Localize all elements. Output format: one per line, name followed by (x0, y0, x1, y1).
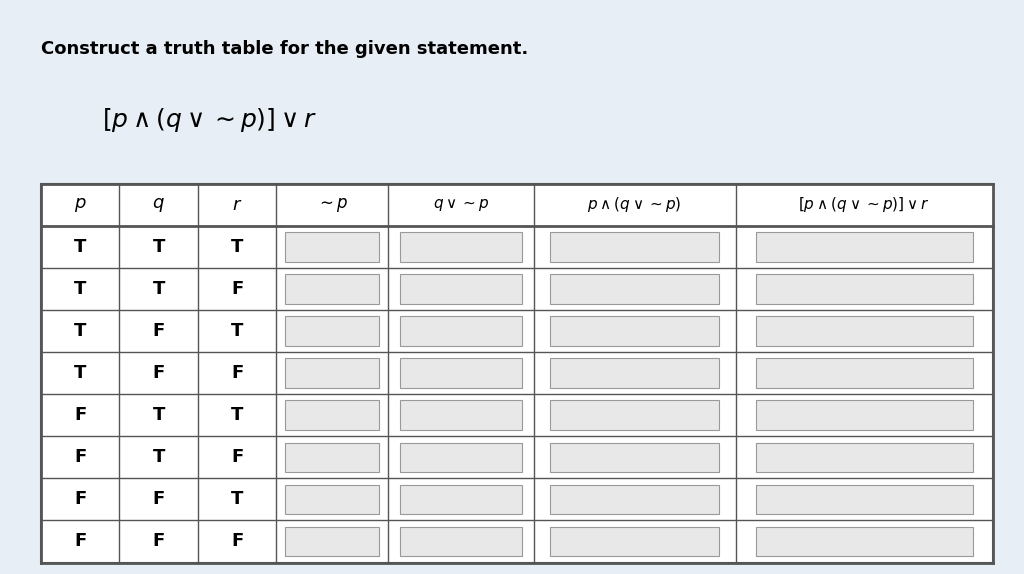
Text: T: T (230, 406, 244, 424)
Text: ${\sim}p$: ${\sim}p$ (316, 196, 348, 214)
Text: T: T (230, 490, 244, 509)
Bar (550, 232, 720, 262)
Text: $\left[p \wedge (q \vee {\sim}p)\right] \vee r$: $\left[p \wedge (q \vee {\sim}p)\right] … (102, 106, 317, 134)
Bar (400, 484, 522, 514)
Bar (756, 443, 973, 472)
Bar (286, 274, 379, 304)
Bar (756, 527, 973, 556)
Text: T: T (153, 406, 165, 424)
Bar (550, 358, 720, 388)
Text: F: F (74, 490, 86, 509)
Text: T: T (74, 364, 86, 382)
Text: T: T (153, 238, 165, 256)
Bar (400, 401, 522, 430)
Text: $p \wedge (q \vee {\sim}p)$: $p \wedge (q \vee {\sim}p)$ (588, 195, 682, 214)
Text: F: F (153, 364, 165, 382)
Text: T: T (74, 322, 86, 340)
Bar (550, 316, 720, 346)
Text: T: T (74, 238, 86, 256)
Text: F: F (74, 533, 86, 550)
Text: $q$: $q$ (153, 196, 165, 214)
Text: T: T (230, 238, 244, 256)
Text: F: F (153, 533, 165, 550)
Bar (550, 401, 720, 430)
Bar (400, 274, 522, 304)
Bar (400, 316, 522, 346)
Text: Construct a truth table for the given statement.: Construct a truth table for the given st… (41, 40, 528, 58)
Bar (286, 232, 379, 262)
Text: F: F (74, 406, 86, 424)
Bar (756, 274, 973, 304)
Bar (756, 401, 973, 430)
Bar (400, 527, 522, 556)
Text: $\left[p \wedge (q \vee {\sim}p)\right] \vee r$: $\left[p \wedge (q \vee {\sim}p)\right] … (799, 195, 931, 214)
Bar (286, 358, 379, 388)
Text: $q \vee {\sim}p$: $q \vee {\sim}p$ (433, 197, 489, 213)
Bar (41, 184, 993, 563)
Bar (286, 527, 379, 556)
Bar (550, 484, 720, 514)
Bar (756, 484, 973, 514)
Bar (400, 443, 522, 472)
Text: F: F (230, 280, 243, 298)
Text: F: F (230, 364, 243, 382)
Bar (756, 316, 973, 346)
Bar (286, 443, 379, 472)
Text: $r$: $r$ (231, 196, 243, 214)
Bar (756, 232, 973, 262)
Bar (756, 358, 973, 388)
Text: T: T (230, 322, 244, 340)
Bar (400, 358, 522, 388)
Text: $p$: $p$ (74, 196, 86, 214)
Bar (286, 484, 379, 514)
Bar (41, 184, 993, 226)
Bar (550, 274, 720, 304)
Text: F: F (230, 533, 243, 550)
Bar (286, 401, 379, 430)
Bar (550, 527, 720, 556)
Text: T: T (74, 280, 86, 298)
Bar (550, 443, 720, 472)
Bar (400, 232, 522, 262)
Text: F: F (230, 448, 243, 466)
Text: F: F (153, 490, 165, 509)
Text: T: T (153, 448, 165, 466)
Text: T: T (153, 280, 165, 298)
Text: F: F (74, 448, 86, 466)
Bar (286, 316, 379, 346)
Text: F: F (153, 322, 165, 340)
